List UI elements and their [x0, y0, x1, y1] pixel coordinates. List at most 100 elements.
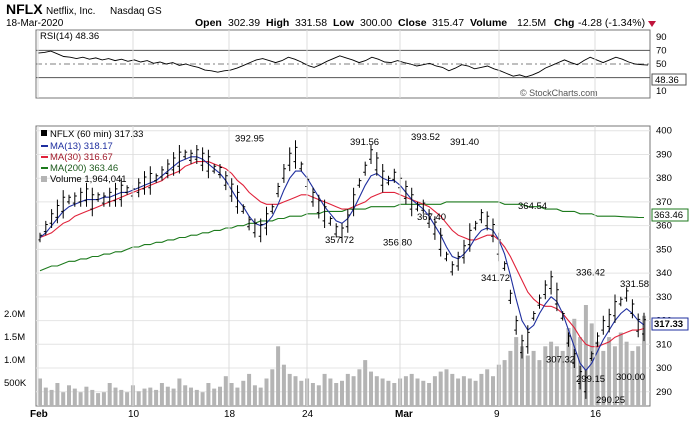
volume-bar — [183, 385, 188, 406]
volume-bar — [264, 378, 269, 406]
volume-bar — [340, 380, 344, 407]
volume-bar — [96, 393, 101, 406]
volume-bar — [595, 341, 600, 406]
volume-bar — [241, 380, 246, 407]
volume-bar — [200, 392, 205, 406]
volume-bar — [444, 369, 449, 406]
volume-bar — [270, 369, 275, 406]
rsi-grid — [36, 49, 650, 79]
rsi-tick-label: 70 — [656, 45, 667, 56]
ma200-last-badge — [651, 208, 689, 222]
volume-bar — [113, 387, 118, 406]
price-tick-label: 390 — [656, 149, 672, 160]
volume-bar — [101, 392, 106, 406]
volume-bar — [72, 388, 77, 406]
price-annotation: 356.80 — [383, 237, 412, 248]
price-panel — [35, 125, 651, 407]
x-tick-label: 24 — [302, 409, 314, 420]
legend-volume: Volume 1,964,041 — [50, 174, 127, 185]
volume-bar — [107, 383, 112, 406]
volume-bar — [374, 376, 379, 406]
volume-tick-label: 500K — [4, 378, 27, 389]
rsi-legend: RSI(14) 48.36 — [40, 31, 99, 42]
price-bars — [38, 140, 646, 399]
rsi-last-badge — [651, 73, 687, 86]
ma30-line — [39, 161, 645, 348]
volume-bar — [508, 350, 513, 406]
volume-axis: 2.0M 1.5M 1.0M 500K — [4, 309, 27, 389]
volume-bar — [520, 346, 524, 406]
x-tick-label: 9 — [494, 409, 500, 420]
volume-bar — [473, 380, 478, 407]
price-annotation: 341.72 — [481, 273, 510, 284]
x-axis: Feb 10 18 24 Mar 9 16 — [30, 30, 602, 420]
volume-bar — [456, 378, 461, 406]
volume-bar — [55, 383, 60, 406]
legend-ma13: MA(13) 318.17 — [50, 141, 113, 152]
volume-bar — [624, 341, 629, 406]
volume-bar — [386, 380, 391, 407]
volume-bar — [537, 360, 542, 406]
volume-bar — [351, 376, 356, 406]
volume-bar — [479, 373, 484, 406]
rsi-tick-label: 90 — [656, 32, 667, 43]
volume-bar — [583, 305, 588, 406]
volume-bar — [38, 378, 42, 406]
price-annotation: 367.40 — [417, 212, 446, 223]
ma200-last-label: 363.46 — [654, 210, 683, 221]
price-annotation: 290.25 — [596, 395, 625, 406]
volume-bar — [252, 385, 257, 406]
volume-bar — [136, 391, 141, 406]
price-tick-label: 380 — [656, 173, 672, 184]
price-annotation: 391.40 — [450, 137, 479, 148]
volume-bar — [357, 369, 362, 406]
price-annotation: 307.32 — [546, 355, 575, 366]
volume-bar — [293, 376, 298, 406]
close-label: Close — [398, 17, 427, 29]
volume-bar — [334, 383, 339, 406]
volume-bar — [485, 369, 490, 406]
volume-bar — [299, 380, 304, 407]
volume-bar — [159, 383, 164, 406]
volume-bar — [177, 378, 182, 406]
chg-label: Chg — [554, 17, 574, 29]
volume-bar — [154, 389, 159, 406]
volume-bar — [189, 387, 193, 406]
volume-bar — [369, 371, 373, 406]
price-annotation: 331.58 — [620, 279, 649, 290]
volume-bar — [328, 378, 333, 406]
rsi-tick-label: 50 — [656, 59, 667, 70]
volume-bar — [90, 389, 95, 406]
volume-bar — [612, 346, 617, 406]
volume-bar — [310, 383, 315, 406]
volume-bar — [258, 387, 263, 406]
volume-bar — [618, 332, 623, 406]
volume-bar — [642, 315, 646, 406]
volume-bar — [450, 373, 455, 406]
volume-bar — [560, 350, 565, 406]
volume-bar — [171, 388, 176, 406]
bar-chart-icon — [41, 130, 47, 136]
volume-bar — [409, 373, 414, 406]
volume-bar — [421, 380, 426, 407]
exchange-name: Nasdaq GS — [110, 6, 162, 17]
price-last-label: 317.33 — [654, 319, 683, 330]
volume-bar — [218, 386, 222, 406]
open-label: Open — [195, 17, 222, 29]
legend-ma30: MA(30) 316.67 — [50, 152, 113, 163]
x-tick-label: 10 — [128, 409, 140, 420]
chg-value: -4.28 (-1.34%) — [578, 17, 645, 29]
price-annotation: 357.72 — [325, 235, 354, 246]
open-value: 302.39 — [228, 17, 260, 29]
volume-bar — [566, 328, 571, 406]
rsi-last-label: 48.36 — [655, 75, 679, 86]
volume-bar — [427, 383, 432, 406]
price-tick-label: 350 — [656, 244, 672, 255]
price-tick-label: 300 — [656, 363, 672, 374]
price-annotation: 393.52 — [411, 132, 440, 143]
volume-bar — [322, 373, 327, 406]
x-tick-label: Mar — [395, 409, 413, 420]
volume-bar — [432, 376, 437, 406]
price-annotation: 300.00 — [616, 372, 645, 383]
volume-bar — [491, 376, 495, 406]
